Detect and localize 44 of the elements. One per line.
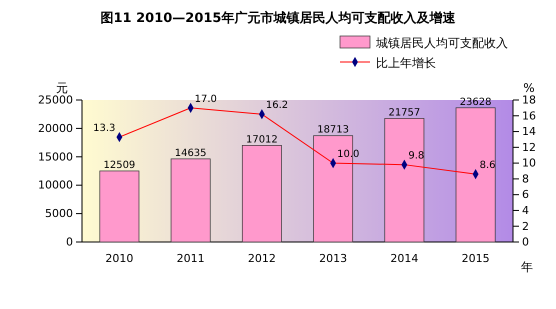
legend-label: 城镇居民人均可支配收入 — [375, 36, 508, 50]
x-tick-label: 2013 — [319, 252, 348, 265]
y2-tick-label: 2 — [522, 220, 529, 233]
x-tick-label: 2010 — [105, 252, 134, 265]
y2-tick-label: 10 — [522, 156, 536, 170]
data-label: 12509 — [103, 160, 136, 171]
y2-tick-label: 16 — [522, 109, 536, 122]
y2-tick-label: 8 — [522, 172, 529, 186]
y-tick-label: 25000 — [38, 94, 73, 107]
y-axis-title: 元 — [56, 81, 68, 95]
bar — [242, 145, 282, 242]
x-tick-label: 2014 — [390, 252, 418, 265]
y-tick-label: 20000 — [38, 122, 73, 135]
data-label: 18713 — [317, 124, 350, 136]
x-axis-title: 年 — [521, 260, 533, 274]
y2-tick-label: 4 — [522, 204, 529, 217]
legend-label: 比上年增长 — [376, 56, 436, 70]
bar — [456, 107, 496, 242]
y2-tick-label: 18 — [522, 94, 536, 107]
data-label: 23628 — [460, 96, 492, 108]
bar — [170, 158, 211, 242]
data-label: 16.2 — [266, 100, 288, 112]
data-label: 13.3 — [93, 123, 116, 134]
chart-title: 图11 2010—2015年广元市城镇居民人均可支配收入及增速 — [100, 10, 456, 26]
y2-tick-label: 0 — [522, 236, 529, 249]
y2-tick-label: 14 — [522, 125, 536, 138]
data-label: 17012 — [246, 134, 278, 146]
data-label: 9.8 — [408, 150, 424, 162]
y-tick-label: 10000 — [38, 178, 73, 192]
data-label: 21757 — [388, 107, 420, 118]
y-tick-label: 0 — [66, 236, 73, 249]
data-label: 17.0 — [194, 94, 217, 105]
x-tick-label: 2012 — [248, 252, 276, 265]
y2-axis-title: % — [523, 81, 535, 95]
bar — [99, 170, 140, 242]
x-tick-label: 2011 — [176, 252, 205, 265]
bar — [384, 118, 424, 242]
y2-tick-label: 12 — [522, 140, 536, 154]
x-tick-label: 2015 — [462, 252, 490, 265]
data-label: 8.6 — [480, 160, 496, 172]
y-tick-label: 15000 — [38, 150, 73, 164]
data-label: 14635 — [174, 148, 207, 159]
y2-tick-label: 6 — [522, 188, 529, 202]
y-tick-label: 5000 — [45, 207, 73, 220]
